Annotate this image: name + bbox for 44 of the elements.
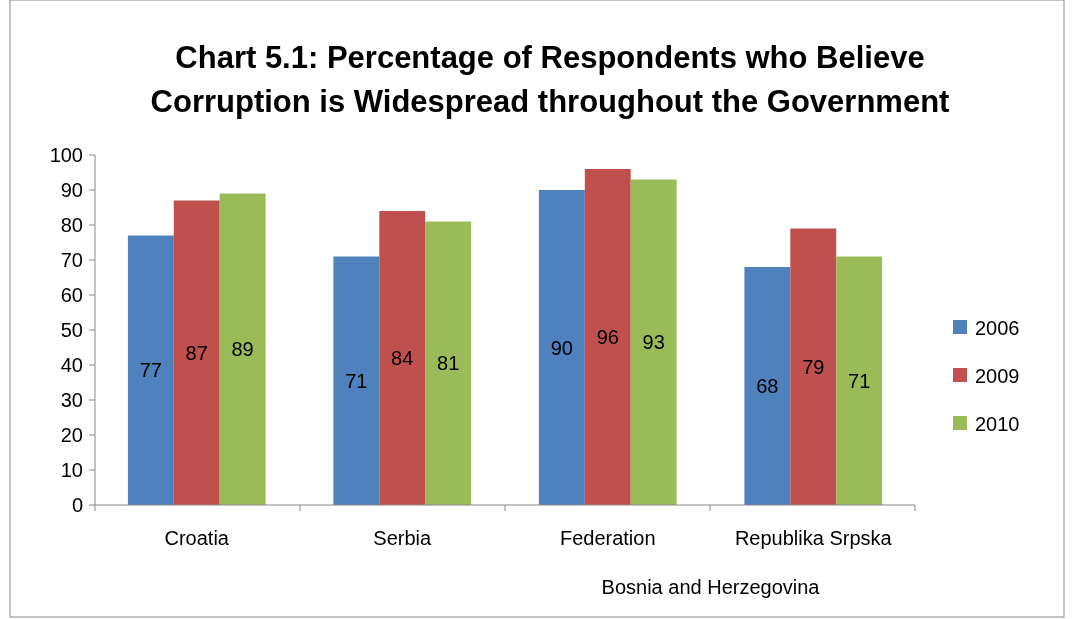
data-label: 77: [139, 359, 162, 382]
bar: [173, 200, 220, 505]
y-tick-label: 50: [60, 319, 83, 341]
x-tick-label: Republika Srpska: [734, 527, 893, 549]
data-label: 93: [642, 331, 665, 354]
bar: [790, 228, 837, 505]
y-tick-label: 0: [71, 494, 83, 516]
x-tick-label: Serbia: [373, 527, 433, 549]
legend-label: 2006: [975, 317, 1020, 339]
y-tick-label: 30: [60, 389, 83, 411]
y-tick-label: 70: [60, 249, 83, 271]
data-label: 84: [391, 347, 414, 369]
data-label: 81: [437, 352, 460, 375]
x-tick-label: Croatia: [164, 527, 230, 549]
bar: [379, 211, 426, 505]
bar: [425, 221, 472, 505]
bar: [744, 267, 791, 505]
bar: [584, 169, 631, 505]
text: Bosnia and Herzegovina: [601, 576, 821, 598]
y-tick-label: 80: [60, 214, 83, 236]
data-label: 71: [345, 369, 368, 392]
bar: [630, 179, 677, 505]
data-label: 87: [185, 341, 208, 364]
bar: [127, 235, 174, 505]
bar: [538, 190, 585, 505]
legend-label: 2010: [975, 413, 1020, 435]
data-label: 89: [231, 338, 254, 361]
data-label: 96: [596, 326, 619, 348]
bar: [333, 256, 380, 505]
y-tick-label: 100: [49, 144, 83, 166]
y-tick-label: 90: [60, 179, 83, 201]
y-tick-label: 40: [60, 354, 83, 376]
x-tick-label: Federation: [559, 527, 656, 549]
y-tick-label: 10: [60, 459, 83, 481]
bar: [219, 193, 266, 505]
data-label: 68: [756, 375, 779, 397]
bar: [836, 256, 883, 505]
data-label: 71: [848, 369, 871, 392]
data-label: 90: [550, 336, 573, 359]
data-label: 79: [802, 355, 825, 378]
y-tick-label: 60: [60, 284, 83, 306]
y-tick-label: 20: [60, 424, 83, 446]
chart-title: Chart 5.1: Percentage of Respondents who Believe Corruption is Widespread throughout the Government: [150, 40, 950, 119]
legend-label: 2009: [975, 365, 1020, 387]
